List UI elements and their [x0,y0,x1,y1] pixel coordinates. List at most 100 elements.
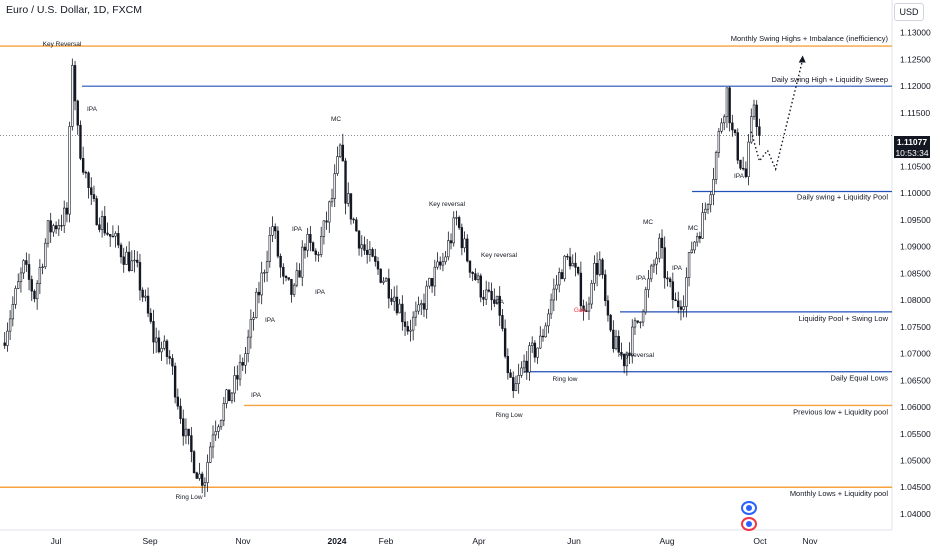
candle-body [741,167,745,170]
candle-body [138,262,142,291]
candle-body [125,251,128,265]
event-badge-blue-dot [746,505,752,511]
candle-body [228,389,231,402]
candle-body [144,295,147,298]
time-tick-label: Oct [753,536,767,546]
level-label: Daily Equal Lows [830,374,888,383]
candle-body [403,321,407,327]
candle-body [679,306,683,310]
candle-body [682,306,685,310]
candle-body [76,100,79,126]
candle-body [706,204,710,210]
candle-body [301,246,304,278]
candle-body [30,279,33,292]
candle-body [558,272,561,286]
candle-body [379,268,382,283]
chart-annotation: IPA [636,275,647,282]
level-label: Daily swing + Liquidity Pool [797,193,888,202]
candle-body [736,132,739,161]
candle-body [6,330,9,346]
candle-body [414,310,418,318]
candle-body [549,299,553,315]
candle-body [677,300,680,308]
candle-body [498,295,501,316]
price-tick-label: 1.13000 [900,28,931,38]
candle-body [725,87,729,118]
chart-annotation: IPA [734,173,745,180]
candle-body [449,240,453,244]
candle-body [460,227,464,249]
candle-body [687,252,691,278]
candle-body [117,233,120,246]
candle-body [501,315,504,329]
price-tick-label: 1.09500 [900,215,931,225]
candle-body [466,238,469,262]
candle-body [233,375,236,394]
candle-body [63,207,66,226]
candle-body [406,326,409,332]
chart-annotation: Ring Low [495,412,522,419]
candle-body [639,321,642,324]
symbol-title: Euro / U.S. Dollar, 1D, FXCM [6,4,142,16]
candle-body [19,272,23,283]
candle-body [439,261,442,266]
level-labels: Monthly Swing Highs + Imbalance (ineffic… [731,34,889,498]
candle-body [658,237,661,259]
candle-body [695,236,699,243]
price-tick-label: 1.11500 [900,108,930,118]
candle-body [322,220,326,237]
candle-body [79,124,82,159]
candle-body [209,446,212,463]
event-badge-blue[interactable] [741,501,757,515]
price-tick-label: 1.06000 [900,402,931,412]
candle-body [287,277,290,280]
candle-body [44,242,47,268]
level-label: Monthly Lows + Liquidity pool [790,489,889,498]
candle-body [252,317,255,320]
candles [3,58,761,498]
candle-body [649,265,653,280]
candle-body [758,126,761,136]
candle-body [173,365,177,398]
candle-body [314,250,317,255]
candle-body [644,289,647,313]
candle-body [636,320,639,323]
chart-annotation: IPA [494,299,505,306]
chart-annotation: Key reversal [481,252,518,259]
currency-button[interactable]: USD [894,3,924,21]
candle-body [317,254,320,256]
candle-body [463,238,466,249]
chart-annotation: IPA [251,392,262,399]
candle-body [401,303,404,323]
event-badge-red[interactable] [741,517,757,531]
candle-body [552,288,556,301]
candle-body [698,236,702,239]
candle-body [457,217,461,228]
projection-arrowhead [798,55,806,63]
candle-body [333,173,336,199]
candle-body [263,272,266,274]
time-axis: Jul Sep Nov 2024 Feb Apr Jun Aug Oct Nov [51,536,819,546]
candle-body [46,220,50,244]
chart-annotation: Ring Low [175,494,202,501]
candle-body [563,255,566,280]
candle-body [368,249,372,255]
candle-body [479,275,482,298]
candle-body [555,284,558,290]
candle-body [357,230,361,249]
candle-body [452,217,455,244]
price-tick-label: 1.12500 [900,54,931,64]
candle-body [604,274,607,301]
candle-body [398,303,401,314]
candle-body [641,311,645,323]
candle-body [8,318,12,332]
candle-body [560,272,564,280]
candle-body [739,159,742,169]
candle-body [422,303,426,310]
candle-body [190,435,193,452]
candle-body [319,236,323,255]
event-badge-red-dot [746,521,752,527]
candle-body [81,158,85,173]
candle-body [106,232,109,235]
